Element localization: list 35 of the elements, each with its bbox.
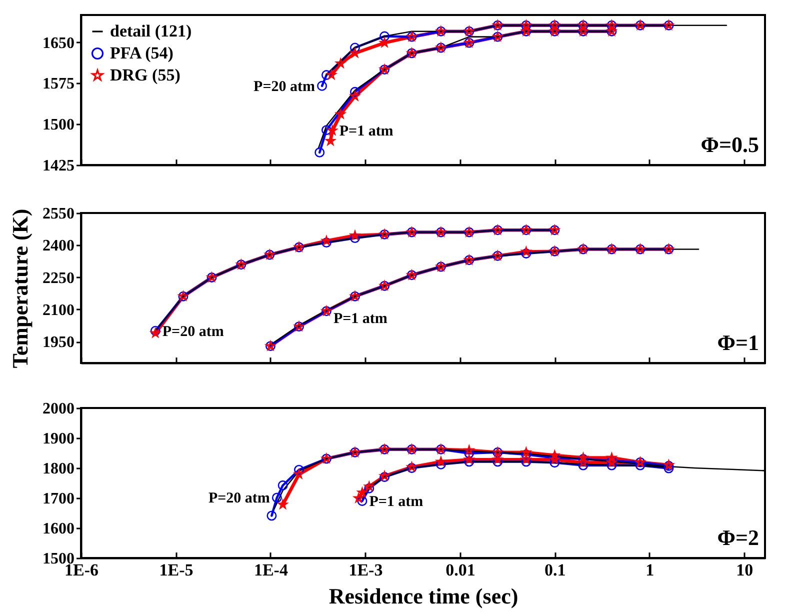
annotation: Φ=0.5 [700,132,759,157]
y-tick-label: 1600 [42,520,74,538]
x-tick-label: 1E-5 [159,560,194,580]
annotation: P=20 atm [254,78,316,95]
y-tick-label: 1500 [42,116,74,134]
x-tick-label: 1E-3 [348,560,383,580]
y-tick-label: 1800 [42,460,74,478]
y-tick-label: 1700 [42,490,74,508]
legend-label: detail (121) [110,22,192,40]
x-tick-label: 1E-4 [254,560,288,580]
y-tick-label: 2250 [42,270,74,287]
x-tick-label: 1 [646,560,654,580]
annotation: P=1 atm [339,124,394,140]
y-tick-label: 1900 [42,430,74,448]
y-tick-label: 1650 [42,34,74,52]
y-tick-label: 1950 [42,334,74,352]
x-tick-label: 0.01 [446,560,476,580]
annotation: Φ=1 [717,330,759,355]
x-axis-title: Residence time (sec) [328,584,518,608]
annotation: P=20 atm [208,490,270,507]
y-tick-label: 2400 [42,238,74,255]
y-tick-label: 1575 [42,76,74,93]
legend-label: PFA (54) [110,44,174,62]
x-tick-label: 10 [736,560,754,580]
annotation: P=20 atm [162,324,224,340]
annotation: P=1 atm [333,311,388,328]
x-tick-label: 0.1 [544,560,566,580]
annotation: Φ=2 [717,525,759,550]
y-axis-title: Temperature (K) [8,208,32,368]
y-tick-label: 2550 [42,206,74,222]
legend-label: DRG (55) [110,66,180,84]
y-tick-label: 2000 [42,400,74,418]
y-tick-label: 1425 [42,158,74,174]
annotation: P=1 atm [369,494,424,510]
y-tick-label: 2100 [42,302,74,319]
